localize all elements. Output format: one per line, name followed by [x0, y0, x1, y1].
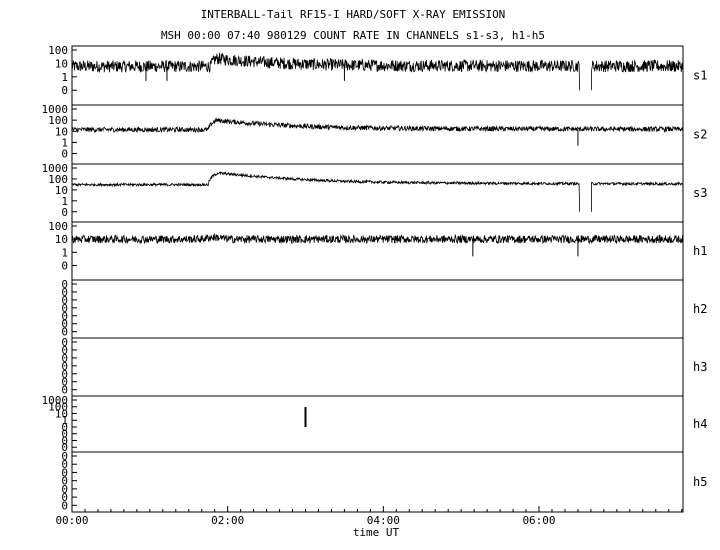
y-tick-label: 1 — [61, 246, 68, 259]
y-tick-label: 100 — [48, 44, 68, 57]
y-tick-label: 1 — [61, 71, 68, 84]
y-tick-label: 0 — [61, 441, 68, 454]
y-tick-label: 0 — [61, 499, 68, 512]
y-tick-label: 10 — [55, 184, 68, 197]
panel-frame — [71, 104, 684, 165]
y-tick-label: 100 — [48, 401, 68, 414]
y-tick-label: 0 — [61, 352, 68, 365]
channel-label-h5: h5 — [693, 475, 707, 489]
series-s2 — [71, 117, 684, 134]
y-tick-label: 0 — [61, 368, 68, 381]
chart-subtitle: MSH 00:00 07:40 980129 COUNT RATE IN CHA… — [161, 29, 545, 42]
y-tick-label: 0 — [61, 302, 68, 315]
y-tick-label: 100 — [48, 114, 68, 127]
y-tick-label: 1 — [61, 195, 68, 208]
panel-frame — [71, 279, 684, 339]
chart-title: INTERBALL-Tail RF15-I HARD/SOFT X-RAY EM… — [201, 8, 506, 21]
x-tick-label: 02:00 — [211, 514, 244, 527]
channel-label-s1: s1 — [693, 69, 707, 83]
y-tick-label: 0 — [61, 376, 68, 389]
y-tick-label: 1000 — [42, 103, 69, 116]
y-tick-label: 0 — [61, 294, 68, 307]
channel-label-h1: h1 — [693, 244, 707, 258]
y-tick-label: 0 — [61, 421, 68, 434]
y-tick-label: 0 — [61, 428, 68, 441]
panel-frame — [71, 395, 684, 453]
x-axis-label: time UT — [353, 526, 400, 539]
y-tick-label: 0 — [61, 206, 68, 219]
y-tick-label: 100 — [48, 220, 68, 233]
y-tick-label: 1 — [61, 136, 68, 149]
y-tick-label: 1000 — [42, 162, 69, 175]
panel-frame — [71, 337, 684, 397]
channel-label-s2: s2 — [693, 128, 707, 142]
y-tick-label: 1 — [61, 414, 68, 427]
series-h1 — [71, 233, 684, 245]
x-tick-label: 06:00 — [522, 514, 555, 527]
y-tick-label: 1000 — [42, 394, 69, 407]
y-tick-label: 0 — [61, 434, 68, 447]
y-tick-label: 0 — [61, 344, 68, 357]
y-tick-label: 0 — [61, 360, 68, 373]
y-tick-label: 0 — [61, 475, 68, 488]
y-tick-label: 0 — [61, 84, 68, 97]
channel-label-h3: h3 — [693, 360, 707, 374]
y-tick-label: 100 — [48, 173, 68, 186]
y-tick-label: 10 — [55, 57, 68, 70]
y-tick-label: 0 — [61, 278, 68, 291]
x-tick-label: 00:00 — [55, 514, 88, 527]
y-tick-label: 0 — [61, 458, 68, 471]
y-tick-label: 0 — [61, 310, 68, 323]
y-tick-label: 0 — [61, 318, 68, 331]
series-s3 — [71, 171, 684, 212]
y-tick-label: 10 — [55, 407, 68, 420]
y-tick-label: 0 — [61, 483, 68, 496]
y-tick-label: 0 — [61, 286, 68, 299]
channel-panels: 1001010s110001001010s210001001010s310010… — [42, 44, 708, 513]
y-tick-label: 0 — [61, 466, 68, 479]
channel-label-s3: s3 — [693, 186, 707, 200]
x-tick-label: 04:00 — [367, 514, 400, 527]
y-tick-label: 10 — [55, 125, 68, 138]
panel-frame — [71, 451, 684, 513]
y-tick-label: 0 — [61, 148, 68, 161]
channel-label-h2: h2 — [693, 302, 707, 316]
y-tick-label: 10 — [55, 233, 68, 246]
y-tick-label: 0 — [61, 260, 68, 273]
y-tick-label: 0 — [61, 491, 68, 504]
series-s1 — [71, 52, 684, 91]
panel-frame — [71, 221, 684, 281]
y-tick-label: 0 — [61, 326, 68, 339]
y-tick-label: 0 — [61, 384, 68, 397]
x-axis: 00:00 02:00 04:00 06:00 — [55, 506, 683, 527]
channel-label-h4: h4 — [693, 417, 707, 431]
y-tick-label: 0 — [61, 450, 68, 463]
y-tick-label: 0 — [61, 336, 68, 349]
